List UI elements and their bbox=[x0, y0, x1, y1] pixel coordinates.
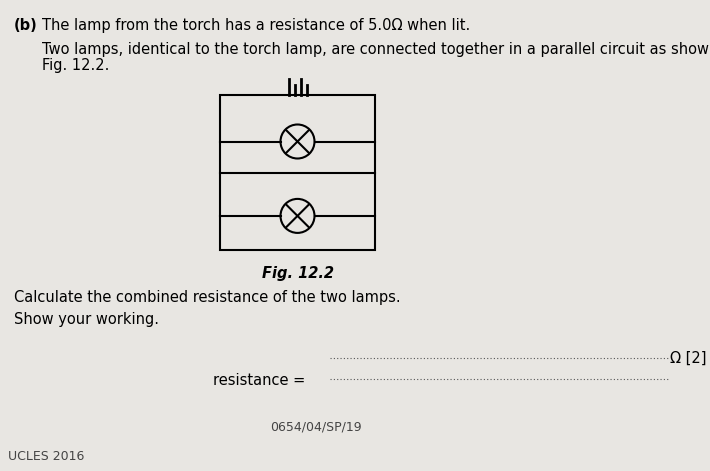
Text: Show your working.: Show your working. bbox=[14, 312, 159, 327]
Text: UCLES 2016: UCLES 2016 bbox=[8, 450, 84, 463]
Text: Two lamps, identical to the torch lamp, are connected together in a parallel cir: Two lamps, identical to the torch lamp, … bbox=[42, 42, 710, 57]
Bar bbox=[220, 95, 375, 250]
Text: Fig. 12.2.: Fig. 12.2. bbox=[42, 58, 109, 73]
Text: Calculate the combined resistance of the two lamps.: Calculate the combined resistance of the… bbox=[14, 290, 400, 305]
Text: (b): (b) bbox=[14, 18, 38, 33]
Text: Fig. 12.2: Fig. 12.2 bbox=[261, 266, 334, 281]
Text: resistance =: resistance = bbox=[213, 373, 310, 388]
Text: 0654/04/SP/19: 0654/04/SP/19 bbox=[270, 420, 361, 433]
Text: The lamp from the torch has a resistance of 5.0Ω when lit.: The lamp from the torch has a resistance… bbox=[42, 18, 470, 33]
Text: Ω [2]: Ω [2] bbox=[670, 350, 706, 365]
